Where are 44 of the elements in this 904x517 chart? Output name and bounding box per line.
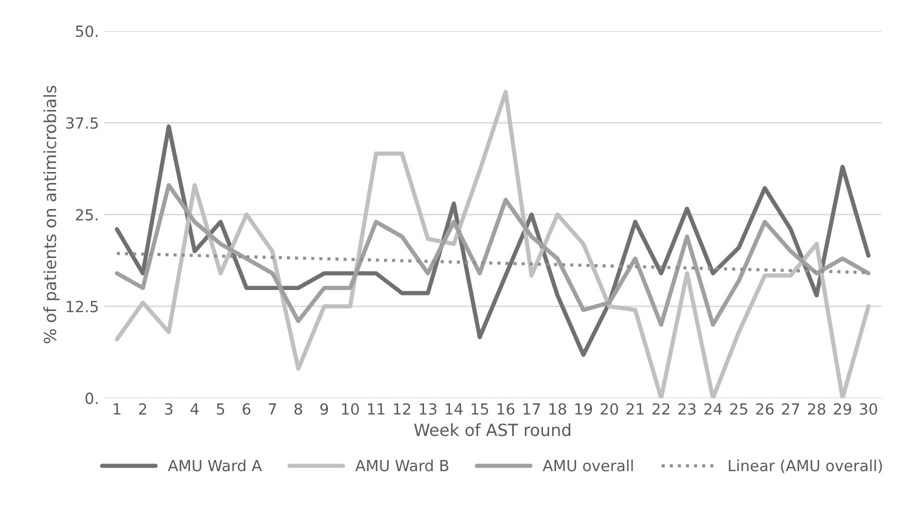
x-tick-label: 12 (394, 403, 410, 415)
y-tick-label: 12.5 (66, 300, 98, 312)
x-tick-label: 19 (575, 403, 592, 415)
x-tick-label: 3 (165, 403, 172, 415)
x-tick-label: 20 (600, 403, 618, 415)
x-tick-label: 18 (549, 403, 566, 415)
x-tick-label: 4 (190, 403, 199, 415)
x-tick-label: 13 (420, 403, 436, 415)
y-axis-title: % of patients on antimicrobials (43, 86, 60, 344)
x-tick-label: 26 (756, 403, 774, 415)
x-tick-label: 8 (294, 403, 302, 415)
x-axis-title: Week of AST round (414, 423, 570, 436)
y-tick-label: 25. (76, 209, 98, 221)
x-tick-label: 11 (368, 403, 384, 415)
x-tick-label: 27 (782, 403, 800, 415)
x-tick-label: 28 (808, 403, 826, 415)
x-tick-label: 14 (446, 403, 463, 415)
x-tick-label: 22 (652, 403, 670, 415)
x-tick-label: 10 (342, 403, 359, 415)
x-tick-label: 25 (730, 403, 748, 415)
legend-label: Linear (AMU overall) (728, 460, 882, 474)
legend-label: AMU Ward A (168, 460, 262, 472)
x-tick-label: 21 (626, 403, 644, 415)
legend-label: AMU overall (542, 460, 633, 472)
x-tick-label: 23 (678, 403, 696, 415)
x-tick-label: 16 (498, 403, 514, 415)
line-series (114, 90, 871, 398)
line-series (114, 183, 871, 327)
y-tick-label: 0. (86, 392, 98, 404)
x-tick-label: 1 (114, 403, 120, 415)
y-tick-label: 37.5 (66, 117, 98, 129)
x-tick-label: 24 (704, 403, 722, 415)
x-tick-label: 9 (320, 403, 328, 415)
x-tick-label: 17 (524, 403, 540, 415)
x-tick-label: 2 (139, 403, 146, 415)
x-tick-label: 6 (242, 403, 250, 415)
y-tick-label: 50. (76, 25, 98, 38)
x-tick-label: 7 (268, 403, 276, 415)
x-tick-label: 15 (472, 403, 488, 415)
legend-label: AMU Ward B (355, 460, 448, 472)
line-series (114, 124, 871, 357)
x-tick-label: 5 (216, 403, 224, 415)
x-tick-label: 29 (834, 403, 852, 415)
x-tick-label: 30 (860, 403, 878, 415)
